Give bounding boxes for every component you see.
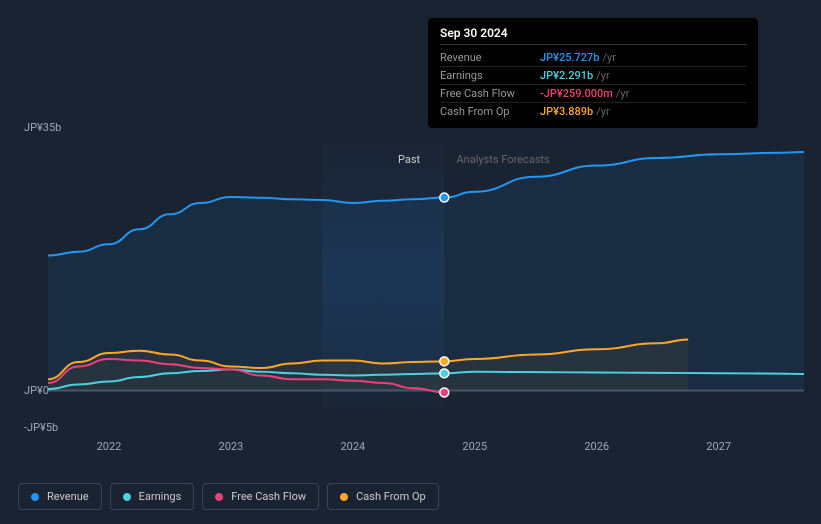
tooltip-value: JP¥2.291b (540, 69, 593, 82)
tooltip-value: JP¥25.727b (540, 51, 599, 64)
chart-legend: Revenue Earnings Free Cash Flow Cash Fro… (18, 483, 439, 510)
chart-tooltip: Sep 30 2024 Revenue JP¥25.727b /yrEarnin… (428, 18, 758, 128)
y-axis-label: JP¥0 (24, 384, 49, 397)
tooltip-row: Free Cash Flow -JP¥259.000m /yr (440, 85, 746, 103)
tooltip-row: Earnings JP¥2.291b /yr (440, 67, 746, 85)
y-axis-label: JP¥35b (24, 121, 61, 134)
x-axis-label: 2023 (219, 440, 244, 453)
tooltip-label: Earnings (440, 69, 540, 82)
tooltip-row: Revenue JP¥25.727b /yr (440, 49, 746, 67)
legend-label: Free Cash Flow (231, 490, 306, 503)
tooltip-unit: /yr (596, 69, 609, 82)
legend-item-revenue[interactable]: Revenue (18, 483, 102, 510)
tooltip-unit: /yr (596, 105, 609, 118)
legend-label: Earnings (139, 490, 182, 503)
x-axis-label: 2025 (462, 440, 487, 453)
legend-dot-icon (123, 493, 131, 501)
legend-label: Cash From Op (356, 490, 426, 503)
legend-item-fcf[interactable]: Free Cash Flow (202, 483, 319, 510)
tooltip-value: JP¥3.889b (540, 105, 593, 118)
period-label-past: Past (398, 153, 420, 166)
legend-item-cfo[interactable]: Cash From Op (327, 483, 439, 510)
tooltip-unit: /yr (602, 51, 615, 64)
x-axis-label: 2026 (584, 440, 609, 453)
period-label-forecast: Analysts Forecasts (456, 153, 549, 166)
legend-dot-icon (215, 493, 223, 501)
legend-label: Revenue (47, 490, 89, 503)
tooltip-date: Sep 30 2024 (440, 26, 746, 45)
legend-dot-icon (340, 493, 348, 501)
tooltip-label: Cash From Op (440, 105, 540, 118)
legend-item-earnings[interactable]: Earnings (110, 483, 195, 510)
x-axis-label: 2024 (340, 440, 365, 453)
x-axis-label: 2022 (97, 440, 122, 453)
tooltip-value: -JP¥259.000m (540, 87, 613, 100)
tooltip-label: Free Cash Flow (440, 87, 540, 100)
y-axis-label: -JP¥5b (24, 421, 58, 434)
tooltip-unit: /yr (616, 87, 629, 100)
tooltip-row: Cash From Op JP¥3.889b /yr (440, 103, 746, 120)
tooltip-label: Revenue (440, 51, 540, 64)
legend-dot-icon (31, 493, 39, 501)
x-axis-label: 2027 (706, 440, 731, 453)
